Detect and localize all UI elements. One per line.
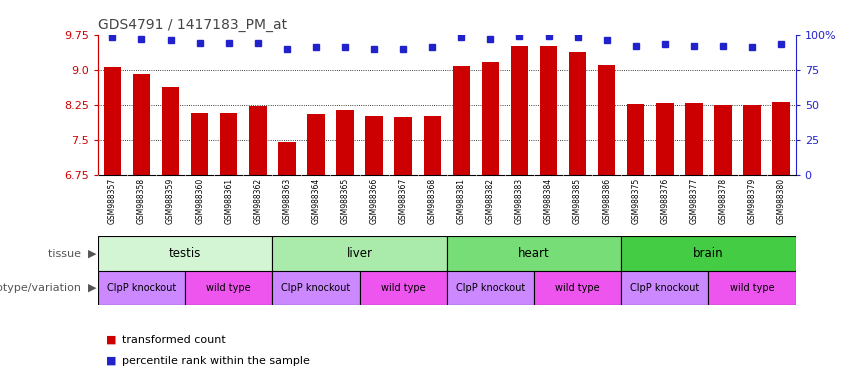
Text: GSM988381: GSM988381 [457, 178, 465, 224]
Text: heart: heart [518, 247, 550, 260]
Text: brain: brain [694, 247, 723, 260]
Bar [220, 113, 237, 175]
Text: GSM988385: GSM988385 [573, 178, 582, 224]
Text: wild type: wild type [207, 283, 251, 293]
Text: testis: testis [168, 247, 202, 260]
Text: transformed count: transformed count [122, 335, 226, 345]
Bar [186, 271, 272, 305]
Text: GSM988382: GSM988382 [486, 178, 495, 224]
Text: GSM988358: GSM988358 [137, 178, 146, 224]
Bar [568, 52, 586, 175]
Bar [685, 103, 703, 175]
Bar [272, 271, 360, 305]
Text: GDS4791 / 1417183_PM_at: GDS4791 / 1417183_PM_at [98, 18, 287, 32]
Bar [534, 271, 621, 305]
Text: ■: ■ [106, 335, 117, 345]
Bar [453, 66, 470, 175]
Bar [621, 271, 708, 305]
Bar [307, 114, 325, 175]
Bar [447, 271, 534, 305]
Bar [359, 271, 447, 305]
Bar [773, 102, 790, 175]
Text: percentile rank within the sample: percentile rank within the sample [122, 356, 310, 366]
Text: tissue  ▶: tissue ▶ [48, 248, 96, 258]
Bar [272, 236, 447, 271]
Bar [627, 104, 644, 175]
Text: wild type: wild type [556, 283, 600, 293]
Bar [656, 103, 674, 175]
Text: GSM988376: GSM988376 [660, 178, 670, 224]
Text: GSM988362: GSM988362 [254, 178, 262, 224]
Bar [598, 65, 615, 175]
Bar [447, 236, 621, 271]
Text: GSM988365: GSM988365 [340, 178, 350, 224]
Bar [709, 271, 796, 305]
Bar [98, 271, 186, 305]
Text: GSM988368: GSM988368 [428, 178, 437, 224]
Text: liver: liver [346, 247, 373, 260]
Bar [744, 104, 761, 175]
Bar [133, 74, 151, 175]
Text: genotype/variation  ▶: genotype/variation ▶ [0, 283, 96, 293]
Text: GSM988364: GSM988364 [311, 178, 321, 224]
Bar [336, 110, 354, 175]
Text: GSM988377: GSM988377 [689, 178, 699, 224]
Text: GSM988359: GSM988359 [166, 178, 175, 224]
Text: GSM988384: GSM988384 [544, 178, 553, 224]
Text: ClpP knockout: ClpP knockout [282, 283, 351, 293]
Text: GSM988380: GSM988380 [777, 178, 785, 224]
Text: GSM988361: GSM988361 [224, 178, 233, 224]
Text: ClpP knockout: ClpP knockout [107, 283, 176, 293]
Text: GSM988383: GSM988383 [515, 178, 524, 224]
Text: wild type: wild type [381, 283, 426, 293]
Bar [249, 106, 266, 175]
Bar [540, 46, 557, 175]
Bar [278, 142, 295, 175]
Bar [482, 62, 499, 175]
Text: GSM988363: GSM988363 [283, 178, 291, 224]
Text: GSM988378: GSM988378 [718, 178, 728, 224]
Bar [365, 116, 383, 175]
Bar [98, 236, 272, 271]
Text: ClpP knockout: ClpP knockout [631, 283, 700, 293]
Bar [162, 87, 180, 175]
Text: ■: ■ [106, 356, 117, 366]
Text: GSM988379: GSM988379 [747, 178, 757, 224]
Text: GSM988375: GSM988375 [631, 178, 640, 224]
Text: ClpP knockout: ClpP knockout [456, 283, 525, 293]
Text: GSM988360: GSM988360 [195, 178, 204, 224]
Text: wild type: wild type [730, 283, 774, 293]
Text: GSM988367: GSM988367 [398, 178, 408, 224]
Bar [714, 104, 732, 175]
Bar [191, 113, 208, 175]
Bar [104, 67, 121, 175]
Bar [424, 116, 441, 175]
Text: GSM988366: GSM988366 [369, 178, 379, 224]
Bar [511, 46, 528, 175]
Bar [621, 236, 796, 271]
Bar [394, 117, 412, 175]
Text: GSM988386: GSM988386 [603, 178, 611, 224]
Text: GSM988357: GSM988357 [108, 178, 117, 224]
